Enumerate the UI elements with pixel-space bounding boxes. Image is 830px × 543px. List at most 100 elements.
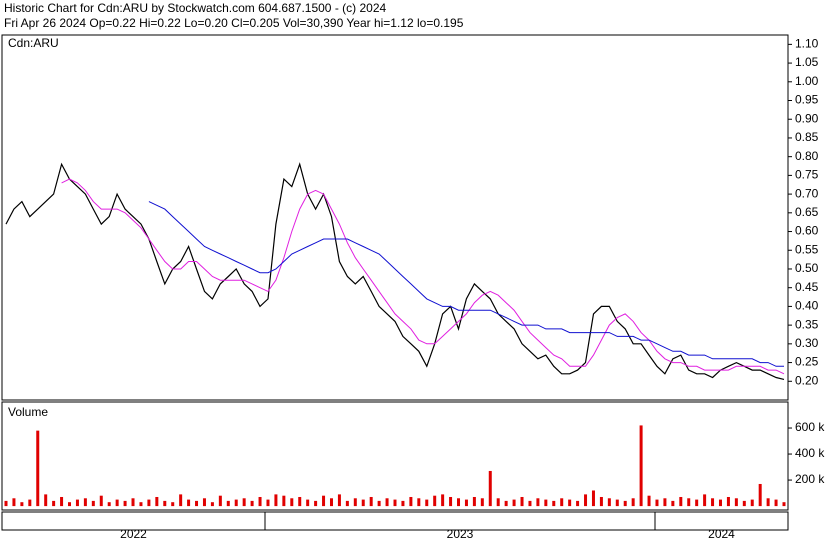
volume-bar [544, 499, 548, 507]
x-tick-label: 2024 [708, 527, 735, 541]
volume-bar [433, 495, 437, 507]
volume-bar [163, 500, 167, 507]
y-tick-label: 0.25 [795, 355, 819, 369]
y-tick-label: 400 k [795, 446, 825, 460]
volume-bar [68, 502, 72, 507]
volume-bar [639, 425, 643, 507]
volume-bar [671, 500, 675, 507]
x-tick-label: 2023 [447, 527, 474, 541]
y-tick-label: 0.90 [795, 111, 819, 125]
volume-bar [266, 499, 270, 507]
volume-bar [472, 496, 476, 507]
y-tick-label: 0.40 [795, 299, 819, 313]
y-tick-label: 0.50 [795, 261, 819, 275]
volume-bar [187, 499, 191, 507]
time-axis [1, 511, 789, 531]
volume-bar [512, 499, 516, 507]
volume-panel-label: Volume [8, 405, 48, 419]
volume-bar [488, 470, 492, 507]
price-line [148, 201, 784, 367]
volume-bar [115, 499, 119, 507]
volume-bar [718, 499, 722, 507]
volume-bar [4, 500, 8, 507]
volume-bar [711, 498, 715, 507]
volume-bar [83, 498, 87, 507]
volume-bar [631, 498, 635, 507]
y-tick-label: 0.75 [795, 168, 819, 182]
volume-bar [417, 498, 421, 507]
volume-bar [393, 499, 397, 507]
volume-bar [99, 495, 103, 507]
volume-bar [576, 500, 580, 507]
volume-bar [242, 498, 246, 507]
volume-bar [337, 494, 341, 507]
volume-bar [599, 496, 603, 507]
volume-bar [369, 496, 373, 507]
volume-bar [520, 496, 524, 507]
price-panel-label: Cdn:ARU [8, 36, 59, 50]
volume-bar [147, 499, 151, 507]
volume-bar [464, 499, 468, 507]
volume-bar [139, 502, 143, 507]
volume-bar [322, 495, 326, 507]
volume-bar [703, 494, 707, 507]
volume-bar [568, 499, 572, 507]
volume-bar [361, 499, 365, 507]
volume-bar [226, 500, 230, 507]
volume-bar [496, 498, 500, 507]
y-tick-label: 1.10 [795, 37, 819, 51]
volume-bar [750, 499, 754, 507]
volume-bar [758, 483, 762, 507]
y-tick-label: 0.80 [795, 149, 819, 163]
volume-bar [282, 495, 286, 507]
y-tick-label: 0.45 [795, 280, 819, 294]
volume-bar [449, 496, 453, 507]
volume-bar [155, 496, 159, 507]
volume-bar [210, 502, 214, 507]
price-line [61, 178, 785, 375]
volume-bar [663, 498, 667, 507]
volume-bar [314, 500, 318, 507]
volume-bar [385, 498, 389, 507]
y-tick-label: 0.60 [795, 224, 819, 238]
volume-bar [195, 500, 199, 507]
volume-panel [1, 401, 789, 511]
y-tick-label: 0.85 [795, 130, 819, 144]
volume-bar [44, 494, 48, 507]
volume-bar [12, 498, 16, 507]
volume-bar [20, 502, 24, 507]
volume-bar [353, 498, 357, 507]
volume-bar [607, 498, 611, 507]
volume-bar [774, 499, 778, 507]
y-tick-label: 600 k [795, 420, 825, 434]
volume-bar [28, 499, 32, 507]
y-tick-label: 0.95 [795, 93, 819, 107]
volume-bar [560, 498, 564, 507]
y-tick-label: 1.05 [795, 55, 819, 69]
volume-bar [258, 496, 262, 507]
volume-bar [647, 495, 651, 507]
volume-bar [734, 498, 738, 507]
volume-bar [52, 500, 56, 507]
volume-bar [345, 500, 349, 507]
volume-bar [75, 499, 79, 507]
y-tick-label: 1.00 [795, 74, 819, 88]
volume-bar [218, 495, 222, 507]
y-tick-label: 0.30 [795, 336, 819, 350]
volume-bar [726, 496, 730, 507]
volume-bar [615, 499, 619, 507]
volume-bar [131, 498, 135, 507]
volume-bar [504, 500, 508, 507]
volume-bar [60, 496, 64, 507]
volume-bar [591, 490, 595, 507]
volume-bar [528, 500, 532, 507]
y-tick-label: 0.65 [795, 205, 819, 219]
price-panel [1, 34, 789, 401]
y-tick-label: 0.70 [795, 186, 819, 200]
volume-bar [290, 498, 294, 507]
volume-bar [695, 499, 699, 507]
volume-bar [36, 430, 40, 507]
volume-bar [329, 498, 333, 507]
volume-bar [441, 494, 445, 507]
